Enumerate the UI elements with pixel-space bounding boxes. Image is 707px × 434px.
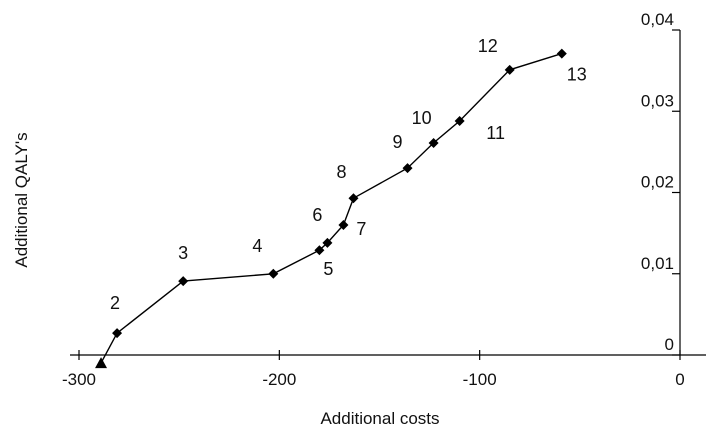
y-tick-label: 0,02 <box>641 173 674 192</box>
x-tick-label: -100 <box>463 370 497 389</box>
data-point-triangle <box>95 357 108 369</box>
data-point-9 <box>402 163 413 174</box>
data-point-8 <box>348 193 359 204</box>
point-label-13: 13 <box>567 65 587 85</box>
point-label-6: 6 <box>312 205 322 225</box>
point-label-5: 5 <box>323 259 333 279</box>
data-point-3 <box>178 276 189 287</box>
data-point-2 <box>112 328 123 339</box>
x-tick-label: 0 <box>675 370 684 389</box>
point-label-3: 3 <box>178 243 188 263</box>
data-point-4 <box>268 268 279 279</box>
point-label-2: 2 <box>110 293 120 313</box>
data-point-11 <box>454 116 465 126</box>
x-axis-title: Additional costs <box>320 409 439 428</box>
point-label-11: 11 <box>486 123 505 143</box>
data-point-6 <box>322 237 333 248</box>
point-label-7: 7 <box>356 219 366 239</box>
y-axis-title: Additional QALY's <box>12 132 31 267</box>
ticks: -300 -200 -100 00 0,01 0,02 0,03 0,04 <box>62 10 685 389</box>
series-line <box>100 52 563 364</box>
x-tick-label: -300 <box>62 370 96 389</box>
point-label-4: 4 <box>252 236 262 256</box>
y-tick-label: 0,01 <box>641 254 674 273</box>
data-point-5 <box>314 245 325 256</box>
point-label-12: 12 <box>478 36 498 56</box>
data-point-12 <box>504 64 515 75</box>
point-label-10: 10 <box>412 108 432 128</box>
data-point-7 <box>338 220 349 230</box>
x-tick-label: -200 <box>262 370 296 389</box>
point-label-9: 9 <box>393 132 403 152</box>
y-tick-label: 0,04 <box>641 10 674 29</box>
point-label-8: 8 <box>336 162 346 182</box>
series <box>95 48 567 369</box>
data-point-13 <box>556 48 567 59</box>
axes <box>70 30 706 356</box>
y-tick-label: 0,03 <box>641 91 674 110</box>
data-point-10 <box>428 137 439 148</box>
y-tick-label: 0 <box>665 335 674 354</box>
point-labels: 2 3 4 5 6 7 8 9 10 11 12 13 <box>110 36 587 313</box>
